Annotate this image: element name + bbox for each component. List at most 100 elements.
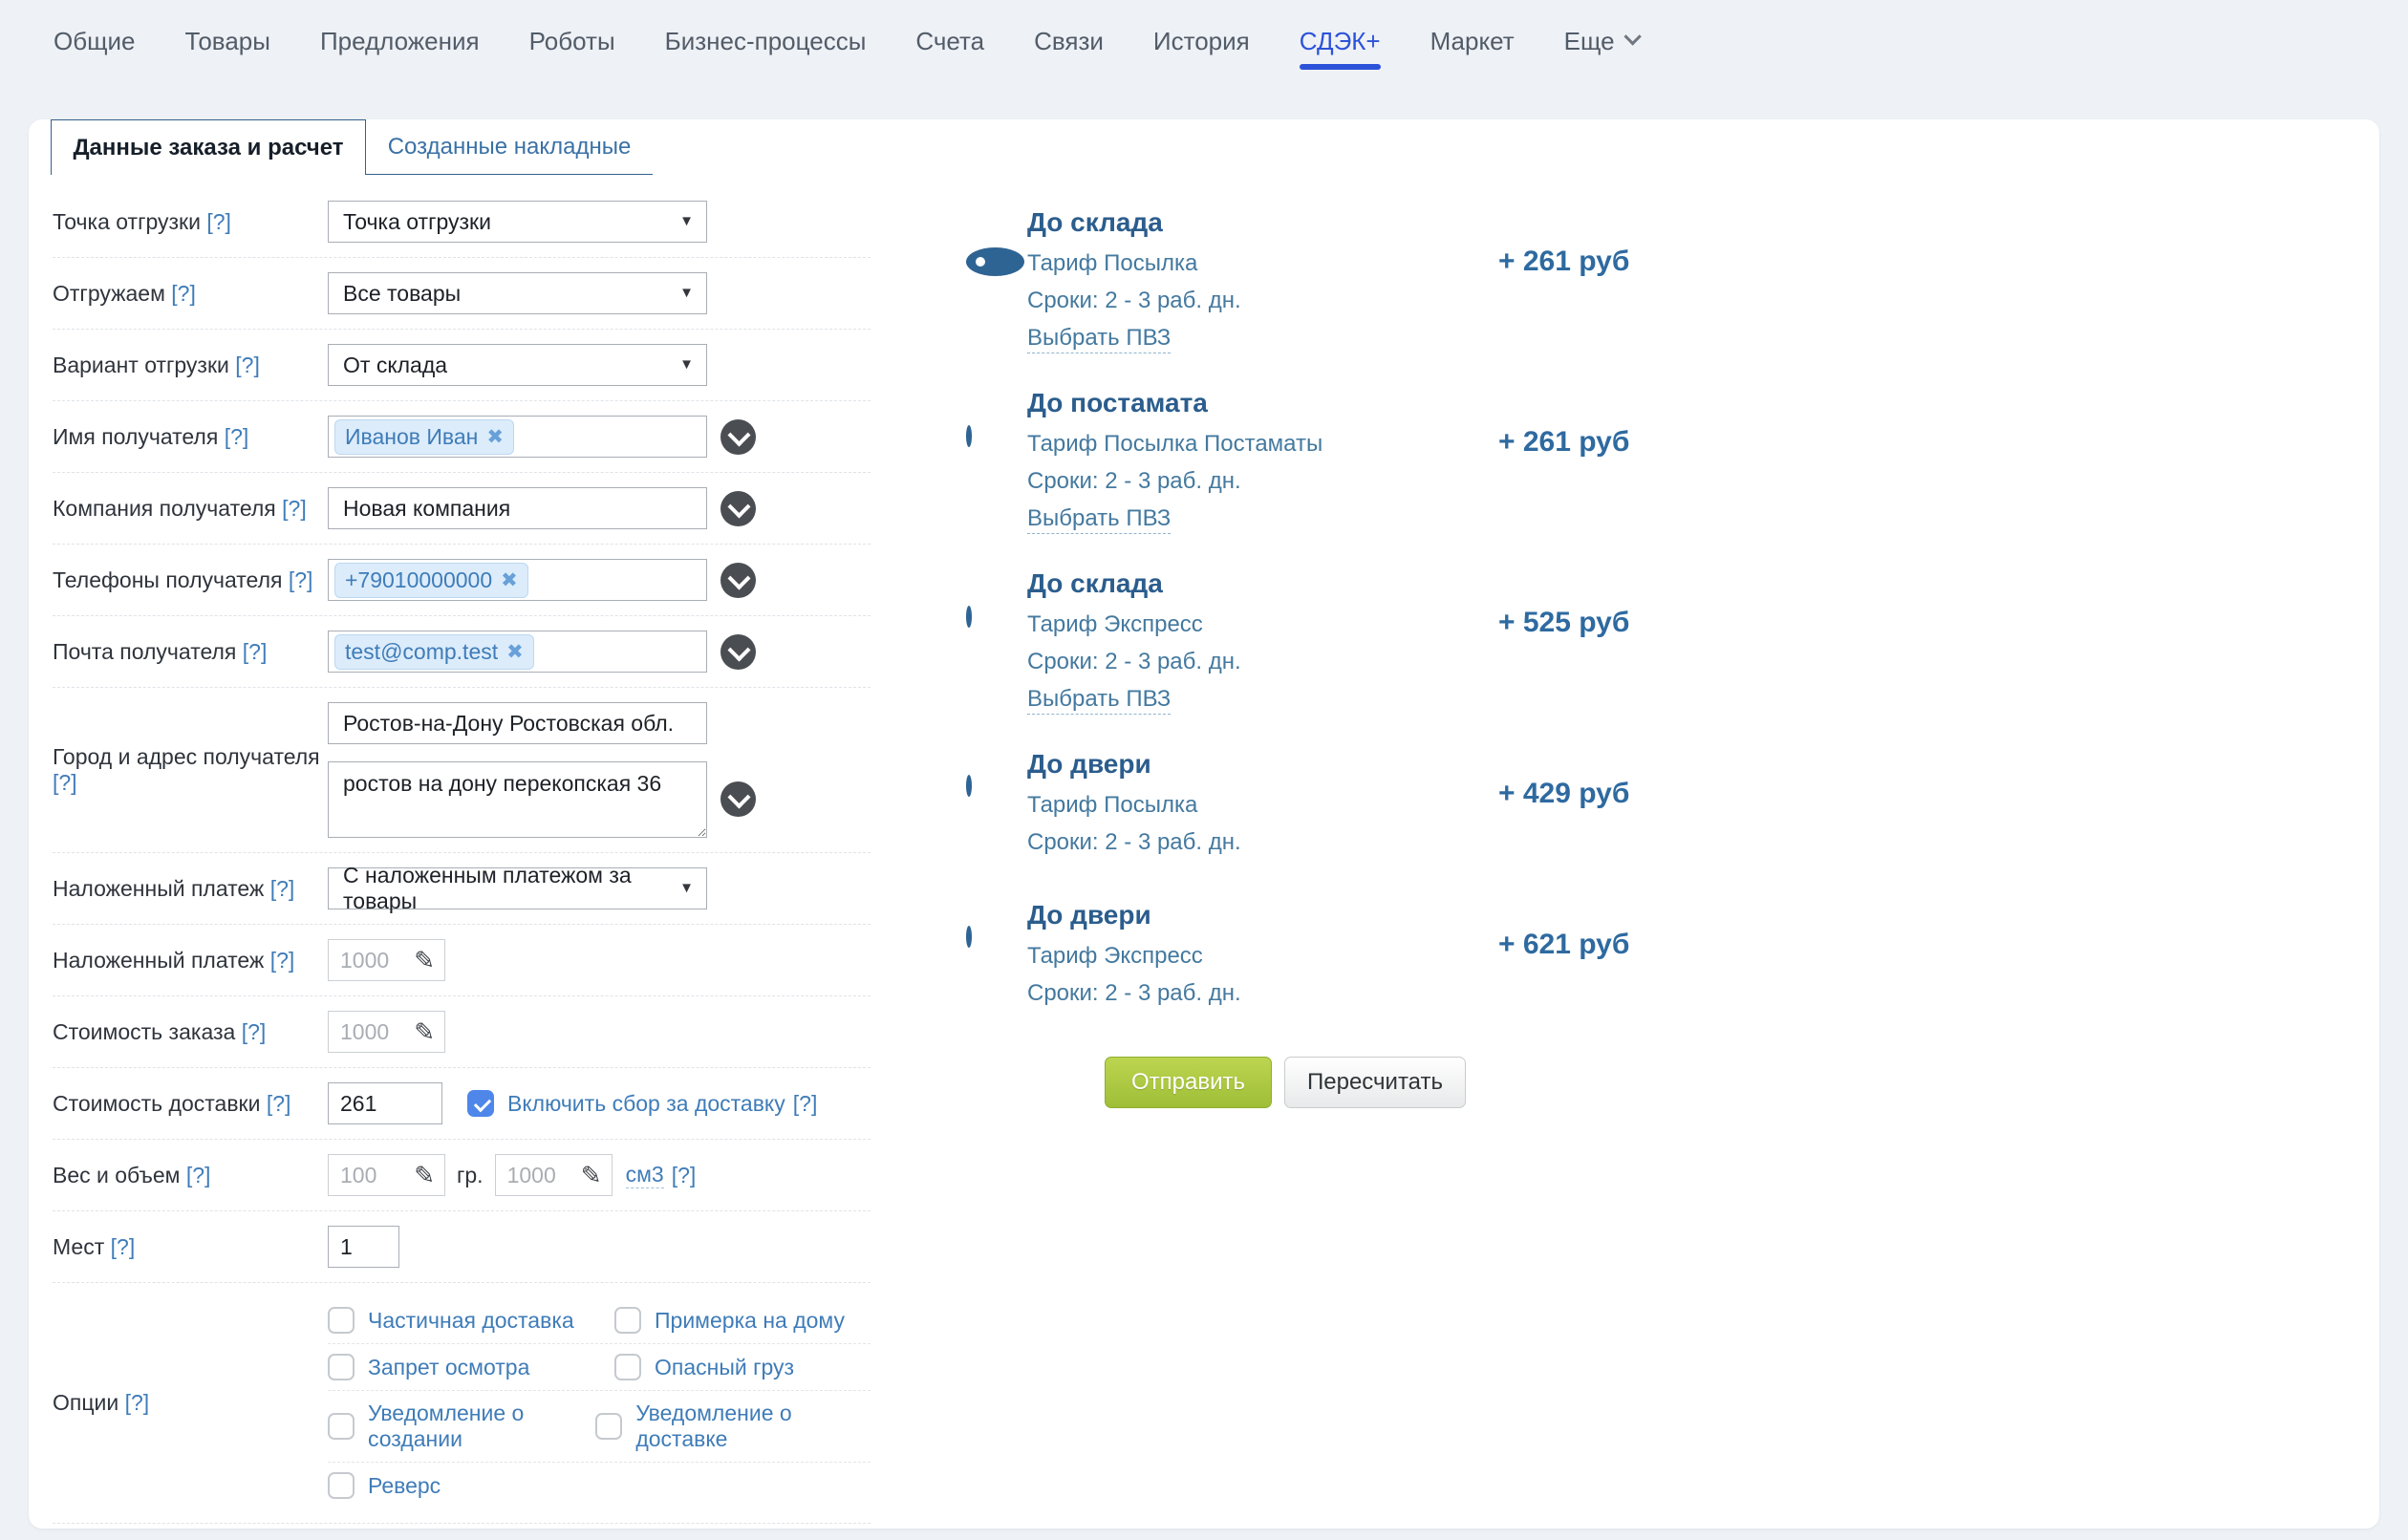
tag-remove-icon[interactable]: ✖ — [486, 425, 504, 448]
option-checkbox-delivery-notification[interactable] — [595, 1413, 623, 1440]
recipient-phones-expand-icon[interactable] — [720, 562, 756, 598]
row-shipping-point: Точка отгрузки [?] Точка отгрузки ▼ — [53, 186, 871, 258]
address-expand-icon[interactable] — [720, 781, 756, 817]
address-textarea[interactable] — [328, 761, 707, 838]
help-icon[interactable]: [?] — [671, 1162, 697, 1187]
recipient-phones-input[interactable]: +79010000000 ✖ — [328, 559, 707, 601]
tag-remove-icon[interactable]: ✖ — [501, 568, 518, 591]
tariff-name: Тариф Посылка Постаматы — [1027, 431, 1323, 457]
recalculate-button[interactable]: Пересчитать — [1284, 1057, 1466, 1108]
option-label-partial-delivery[interactable]: Частичная доставка — [368, 1307, 574, 1333]
help-icon[interactable]: [?] — [235, 352, 260, 377]
ship-variant-select[interactable]: От склада ▼ — [328, 344, 707, 386]
option-label-delivery-notification[interactable]: Уведомление о доставке — [635, 1401, 792, 1451]
order-cost-value: 1000 — [340, 1018, 390, 1044]
option-checkbox-no-inspection[interactable] — [328, 1354, 355, 1380]
help-icon[interactable]: [?] — [241, 1018, 267, 1044]
recipient-name-input[interactable]: Иванов Иван ✖ — [328, 416, 707, 458]
recipient-phone-tag-text: +79010000000 — [345, 567, 493, 592]
options-label: Опции — [53, 1390, 119, 1415]
tab-created-invoices[interactable]: Созданные накладные — [366, 119, 653, 175]
nav-item-invoices[interactable]: Счета — [915, 27, 985, 55]
tariff-terms: Сроки: 2 - 3 раб. дн. — [1027, 829, 1241, 855]
nav-item-business-processes[interactable]: Бизнес-процессы — [664, 27, 867, 55]
recipient-email-input[interactable]: test@comp.test ✖ — [328, 631, 707, 673]
help-icon[interactable]: [?] — [53, 770, 77, 795]
help-icon[interactable]: [?] — [282, 495, 307, 521]
submit-button[interactable]: Отправить — [1105, 1057, 1273, 1108]
nav-item-offers[interactable]: Предложения — [319, 27, 480, 55]
edit-icon[interactable]: ✎ — [414, 1160, 435, 1189]
nav-item-market[interactable]: Маркет — [1430, 27, 1515, 55]
delivery-cost-input[interactable] — [328, 1082, 442, 1124]
city-address-label: Город и адрес получателя — [53, 744, 320, 769]
help-icon[interactable]: [?] — [242, 638, 268, 664]
volume-unit-link[interactable]: см3 — [625, 1162, 664, 1188]
help-icon[interactable]: [?] — [206, 208, 231, 234]
volume-input[interactable]: 1000 ✎ — [494, 1154, 613, 1196]
recipient-company-expand-icon[interactable] — [720, 490, 756, 526]
tariff-radio-4[interactable] — [966, 775, 972, 797]
option-checkbox-dangerous-goods[interactable] — [614, 1354, 641, 1380]
option-label-dangerous-goods[interactable]: Опасный груз — [655, 1354, 795, 1380]
help-icon[interactable]: [?] — [224, 423, 249, 449]
option-label-no-inspection[interactable]: Запрет осмотра — [368, 1354, 530, 1380]
help-icon[interactable]: [?] — [266, 1090, 291, 1116]
order-cost-input[interactable]: 1000 ✎ — [328, 1011, 445, 1053]
help-icon[interactable]: [?] — [124, 1390, 150, 1415]
choose-pvz-link[interactable]: Выбрать ПВЗ — [1027, 685, 1172, 715]
weight-value: 100 — [340, 1162, 377, 1187]
help-icon[interactable]: [?] — [792, 1090, 818, 1116]
tariff-radio-3[interactable] — [966, 606, 972, 628]
nav-item-history[interactable]: История — [1152, 27, 1250, 55]
tag-remove-icon[interactable]: ✖ — [506, 640, 524, 663]
option-checkbox-reverse[interactable] — [328, 1472, 355, 1499]
help-icon[interactable]: [?] — [288, 567, 313, 592]
nav-item-relations[interactable]: Связи — [1034, 27, 1104, 55]
option-checkbox-home-fitting[interactable] — [614, 1307, 641, 1334]
edit-icon[interactable]: ✎ — [580, 1160, 602, 1189]
delivery-fee-checkbox-label[interactable]: Включить сбор за доставку — [507, 1090, 785, 1116]
weight-input[interactable]: 100 ✎ — [328, 1154, 445, 1196]
nav-item-robots[interactable]: Роботы — [528, 27, 615, 55]
tariff-title: До склада — [1027, 207, 1163, 237]
tariff-radio-1[interactable] — [966, 247, 1024, 276]
tariff-radio-5[interactable] — [966, 926, 972, 948]
help-icon[interactable]: [?] — [110, 1233, 136, 1259]
ship-items-select[interactable]: Все товары ▼ — [328, 272, 707, 314]
tariff-option-4: До двери Тариф Посылка Сроки: 2 - 3 раб.… — [966, 749, 1692, 866]
help-icon[interactable]: [?] — [269, 875, 295, 901]
recipient-company-input[interactable] — [328, 487, 707, 529]
choose-pvz-link[interactable]: Выбрать ПВЗ — [1027, 324, 1172, 353]
tariff-name: Тариф Экспресс — [1027, 943, 1203, 969]
places-input[interactable] — [328, 1226, 399, 1268]
row-cod-amount: Наложенный платеж [?] 1000 ✎ — [53, 925, 871, 996]
tariff-radio-2[interactable] — [966, 425, 972, 447]
tab-order-data[interactable]: Данные заказа и расчет — [51, 119, 366, 175]
option-checkbox-create-notification[interactable] — [328, 1413, 355, 1440]
edit-icon[interactable]: ✎ — [414, 1016, 435, 1046]
option-label-reverse[interactable]: Реверс — [368, 1472, 441, 1498]
row-options: Опции [?] Частичная доставка Примерка на… — [53, 1283, 871, 1524]
option-checkbox-partial-delivery[interactable] — [328, 1307, 355, 1334]
nav-item-more[interactable]: Еще — [1564, 26, 1642, 56]
weight-unit-label: гр. — [457, 1162, 484, 1187]
tariff-name: Тариф Экспресс — [1027, 611, 1203, 637]
recipient-email-expand-icon[interactable] — [720, 633, 756, 670]
option-label-home-fitting[interactable]: Примерка на дому — [655, 1307, 845, 1333]
choose-pvz-link[interactable]: Выбрать ПВЗ — [1027, 504, 1172, 534]
shipping-point-select[interactable]: Точка отгрузки ▼ — [328, 201, 707, 243]
cod-amount-input[interactable]: 1000 ✎ — [328, 939, 445, 981]
city-input[interactable] — [328, 702, 707, 744]
option-label-create-notification[interactable]: Уведомление о создании — [368, 1401, 525, 1451]
help-icon[interactable]: [?] — [171, 280, 196, 306]
help-icon[interactable]: [?] — [185, 1162, 211, 1187]
cod-mode-select[interactable]: С наложенным платежом за товары ▼ — [328, 863, 707, 913]
delivery-fee-checkbox[interactable] — [467, 1090, 494, 1117]
edit-icon[interactable]: ✎ — [414, 945, 435, 974]
nav-item-cdek[interactable]: СДЭК+ — [1299, 27, 1381, 70]
recipient-name-expand-icon[interactable] — [720, 418, 756, 455]
nav-item-products[interactable]: Товары — [184, 27, 270, 55]
nav-item-general[interactable]: Общие — [54, 27, 136, 55]
help-icon[interactable]: [?] — [269, 947, 295, 973]
